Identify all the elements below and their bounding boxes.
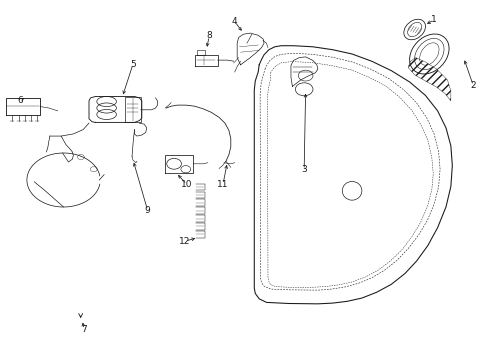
Text: 5: 5 xyxy=(130,60,136,69)
Text: 4: 4 xyxy=(231,17,237,26)
Text: 1: 1 xyxy=(430,15,436,24)
Text: 10: 10 xyxy=(181,180,192,189)
Text: 7: 7 xyxy=(81,325,87,334)
Text: 12: 12 xyxy=(179,237,190,246)
Text: 6: 6 xyxy=(18,95,23,104)
Text: 9: 9 xyxy=(144,206,150,215)
Text: 2: 2 xyxy=(469,81,475,90)
Text: 11: 11 xyxy=(217,180,228,189)
Text: 3: 3 xyxy=(301,165,306,174)
Text: 8: 8 xyxy=(206,31,212,40)
